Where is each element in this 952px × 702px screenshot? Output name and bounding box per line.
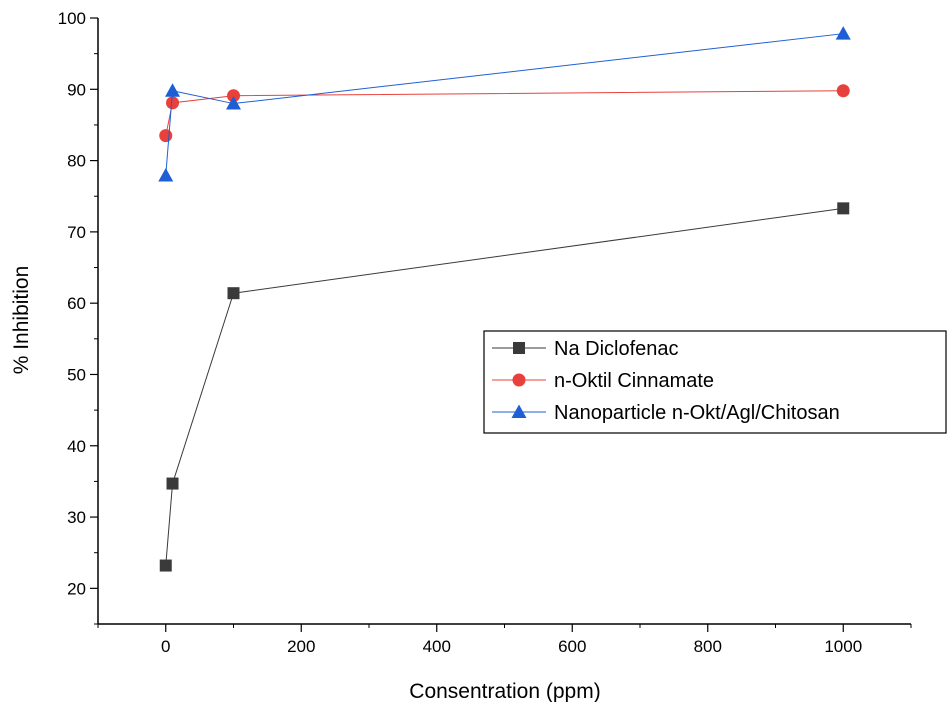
- data-point: [835, 26, 851, 40]
- x-tick-label: 800: [694, 637, 722, 656]
- data-point: [159, 559, 172, 572]
- data-point: [159, 129, 173, 143]
- legend-box: [483, 330, 947, 434]
- x-tick-label: 1000: [824, 637, 862, 656]
- axes: 0 200 400 600 800 1000 20 30 40 50 60 70 80 90 100: [58, 9, 912, 656]
- series-3: [158, 26, 851, 182]
- y-tick-label: 90: [67, 80, 86, 99]
- legend-label: Na Diclofenac: [554, 338, 679, 360]
- legend-marker: [512, 373, 526, 387]
- y-tick-label: 70: [67, 223, 86, 242]
- x-axis-title: Consentration (ppm): [409, 680, 600, 702]
- y-tick-label: 60: [67, 294, 86, 313]
- x-tick-label: 400: [423, 637, 451, 656]
- series-2: [159, 84, 850, 143]
- y-axis-title: % Inhibition: [10, 266, 33, 375]
- data-point: [227, 89, 240, 103]
- legend-label: Nanoparticle n-Okt/Agl/Chitosan: [554, 402, 840, 424]
- y-tick-label: 100: [58, 9, 86, 28]
- series-layer: [158, 26, 851, 572]
- data-point: [226, 96, 241, 110]
- data-point: [227, 287, 240, 300]
- data-point: [158, 168, 174, 182]
- series-1: [159, 202, 850, 572]
- legend-marker: [511, 404, 527, 418]
- legend-label: n-Oktil Cinnamate: [554, 370, 714, 392]
- data-point: [837, 202, 850, 215]
- x-tick-label: 0: [161, 637, 170, 656]
- y-tick-label: 40: [67, 437, 86, 456]
- series-line: [165, 207, 844, 566]
- x-tick-label: 200: [287, 637, 315, 656]
- data-point: [165, 83, 181, 97]
- data-point: [166, 477, 179, 490]
- data-point: [836, 84, 850, 98]
- y-tick-label: 80: [67, 152, 86, 171]
- y-tick-label: 20: [67, 579, 86, 598]
- y-tick-label: 50: [67, 365, 86, 384]
- data-point: [166, 96, 180, 110]
- x-tick-label: 600: [558, 637, 586, 656]
- legend-marker: [513, 342, 525, 354]
- y-tick-label: 30: [67, 508, 86, 527]
- series-line: [165, 33, 844, 176]
- series-line: [165, 90, 844, 136]
- legend: Na Diclofenac n-Oktil Cinnamate Nanopartic…: [483, 330, 947, 434]
